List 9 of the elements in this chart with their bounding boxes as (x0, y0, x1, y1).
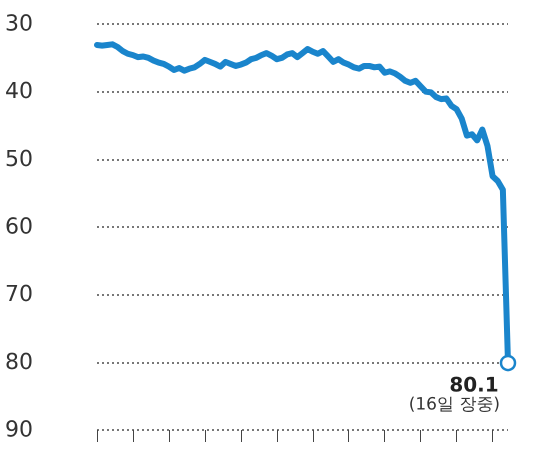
y-tick-label: 80 (5, 350, 33, 375)
y-tick-label: 30 (5, 12, 33, 36)
annotation: (16일 장중) (408, 394, 500, 414)
data-label: 80.1 (449, 372, 499, 396)
y-tick-label: 90 (5, 418, 33, 442)
y-tick-label: 40 (5, 79, 33, 104)
y-tick-label: 70 (5, 282, 33, 308)
y-tick-label: 60 (5, 214, 33, 240)
y-tick-label: 50 (5, 146, 33, 172)
